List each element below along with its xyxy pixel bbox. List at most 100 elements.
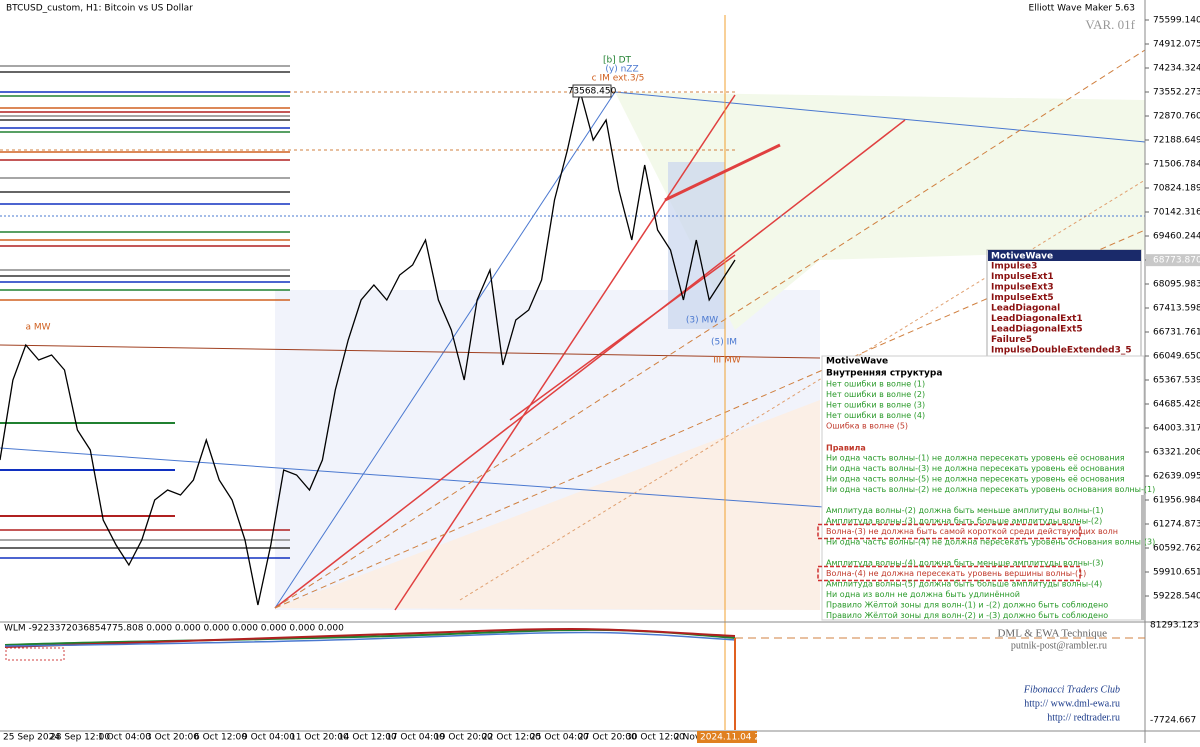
price-label: 62639.095 xyxy=(1153,472,1200,482)
wave-label: III MW xyxy=(713,356,741,366)
watermark: DML & EWA Technique xyxy=(997,628,1107,640)
wave-label: [b] DT xyxy=(603,56,632,66)
indicator-line xyxy=(4,631,736,647)
menu-item[interactable]: ImpulseExt5 xyxy=(991,293,1054,303)
menu-header xyxy=(988,250,1141,261)
time-label: 22 Oct 12:00 xyxy=(482,733,541,743)
price-label: 68095.983 xyxy=(1153,280,1200,290)
status-row: Нет ошибки в волне (1) xyxy=(826,380,925,389)
indicator-name: Elliott Wave Maker 5.63 xyxy=(1029,4,1135,14)
status-panel xyxy=(821,355,1145,621)
wave-label: (5) IM xyxy=(711,338,737,348)
price-label: 60592.762 xyxy=(1153,544,1200,554)
status-title: MotiveWave xyxy=(826,357,888,367)
wave-label: c IM ext.3/5 xyxy=(592,74,645,84)
rule-row: Правило Жёлтой зоны для волн-(1) и -(2) … xyxy=(826,601,1108,610)
time-label: 6 Oct 12:00 xyxy=(194,733,247,743)
price-line xyxy=(0,91,736,606)
rules-title: Правила xyxy=(826,444,866,453)
price-label: 64003.317 xyxy=(1153,424,1200,434)
price-label: 66049.650 xyxy=(1153,352,1200,362)
rule-row: Амплитуда волны-(4) должна быть меньше а… xyxy=(826,559,1103,568)
wave-label: 73568.450 xyxy=(568,87,617,97)
time-label: 3 Oct 20:00 xyxy=(146,733,199,743)
price-label: 66731.761 xyxy=(1153,328,1200,338)
menu-item[interactable]: Failure5 xyxy=(991,335,1032,345)
price-label: 63321.206 xyxy=(1153,448,1200,458)
current-time-box xyxy=(697,731,757,743)
wave-label: (y) nZZ xyxy=(605,65,638,75)
status-row: Нет ошибки в волне (2) xyxy=(826,390,925,399)
link[interactable]: http:// www.dml-ewa.ru xyxy=(1024,698,1120,709)
time-label: 17 Oct 04:00 xyxy=(386,733,445,743)
price-tag xyxy=(572,84,612,98)
zone xyxy=(668,162,725,329)
indicator-box xyxy=(5,647,65,661)
zone xyxy=(275,400,820,610)
menu-item[interactable]: ImpulseExt3 xyxy=(991,283,1054,293)
price-label: 59910.651 xyxy=(1153,568,1200,578)
price-label: 75599.140 xyxy=(1153,16,1200,26)
wave-label: a MW xyxy=(25,323,50,333)
menu-item[interactable]: LeadDiagonalExt5 xyxy=(991,325,1083,335)
time-label: 25 Oct 04:00 xyxy=(530,733,589,743)
menu-item[interactable]: ImpulseDoubleExtended3_5 xyxy=(991,346,1132,356)
rule-row: Ни одна часть волны-(4) не должна пересе… xyxy=(826,538,1155,547)
time-label: 14 Oct 12:00 xyxy=(338,733,397,743)
time-label: 1 Oct 04:00 xyxy=(98,733,151,743)
time-label: 2 Nov xyxy=(674,733,701,743)
wave-label: (3) MW xyxy=(686,316,718,326)
rule-row: Волна-(3) не должна быть самой короткой … xyxy=(826,527,1118,536)
price-label: 73552.273 xyxy=(1153,88,1200,98)
price-label: 61956.984 xyxy=(1153,496,1200,506)
menu-item[interactable]: LeadDiagonalExt1 xyxy=(991,314,1083,324)
menu-panel xyxy=(986,249,1142,367)
price-label: 61274.873 xyxy=(1153,520,1200,530)
price-label: 72188.649 xyxy=(1153,136,1200,146)
time-label: 19 Oct 20:00 xyxy=(434,733,493,743)
status-row: Ошибка в волне (5) xyxy=(826,422,908,431)
rule-row: Амплитуда волны-(3) должна быть больше а… xyxy=(826,517,1102,526)
chart-title: BTCUSD_custom, H1: Bitcoin vs US Dollar xyxy=(6,4,193,14)
time-label: 27 Oct 20:00 xyxy=(578,733,637,743)
link[interactable]: http:// redtrader.ru xyxy=(1047,712,1120,723)
rule-row: Правило Жёлтой зоны для волн-(2) и -(3) … xyxy=(826,611,1108,620)
scrollbar xyxy=(1141,495,1145,620)
time-label: 11 Oct 20:00 xyxy=(290,733,349,743)
price-label: 71506.784 xyxy=(1153,160,1200,170)
status-row: Нет ошибки в волне (3) xyxy=(826,401,925,410)
price-label: 59228.540 xyxy=(1153,592,1200,602)
indicator-axis-label: -7724.667 xyxy=(1150,716,1196,726)
price-label: 70142.316 xyxy=(1153,208,1200,218)
menu-item[interactable]: LeadDiagonal xyxy=(991,304,1060,314)
price-label: 70824.189 xyxy=(1153,184,1200,194)
time-label: 30 Oct 12:00 xyxy=(626,733,685,743)
menu-item[interactable]: Impulse3 xyxy=(991,262,1037,272)
watermark: putnik-post@rambler.ru xyxy=(1011,640,1107,651)
price-label: 74912.075 xyxy=(1153,40,1200,50)
level-lines xyxy=(0,65,290,559)
menu-item[interactable]: ImpulseExt1 xyxy=(991,272,1054,282)
rule-row: Ни одна часть волны-(2) не должна пересе… xyxy=(826,485,1155,494)
price-label: 69460.244 xyxy=(1153,232,1200,242)
rule-row: Амплитуда волны-(5) должна быть больше а… xyxy=(826,580,1102,589)
indicator-axis-label: 81293.123 xyxy=(1150,621,1199,631)
status-row: Нет ошибки в волне (4) xyxy=(826,411,925,420)
version: VAR. 01f xyxy=(1085,17,1135,32)
rule-row: Амплитуда волны-(2) должна быть меньше а… xyxy=(826,506,1103,515)
current-time: 2024.11.04 23:53 xyxy=(700,733,780,743)
price-label: 74234.324 xyxy=(1153,64,1200,74)
price-label: 64685.428 xyxy=(1153,400,1200,410)
status-sub: Внутренняя структура xyxy=(826,369,942,379)
current-price-box xyxy=(1146,254,1200,267)
price-label: 72870.760 xyxy=(1153,112,1200,122)
rule-row: Ни одна часть волны-(3) не должна пересе… xyxy=(826,464,1125,473)
price-label: 67413.598 xyxy=(1153,304,1200,314)
current-price: 68773.870 xyxy=(1153,256,1200,266)
rule-row: Ни одна из волн не должна быть удлинённо… xyxy=(826,590,1020,599)
indicator-title: WLM -9223372036854775.808 0.000 0.000 0.… xyxy=(4,624,344,634)
zone xyxy=(615,92,1145,330)
time-label: 28 Sep 12:00 xyxy=(50,733,110,743)
link[interactable]: Fibonacci Traders Club xyxy=(1023,684,1120,695)
